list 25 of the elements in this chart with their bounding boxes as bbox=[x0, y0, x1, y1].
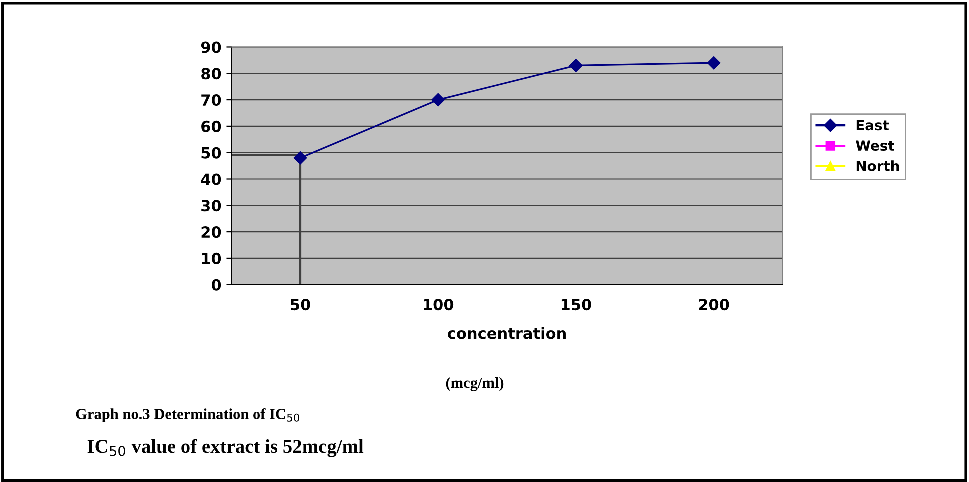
text: (mcg/ml) bbox=[446, 377, 504, 392]
x-tick-label: 50 bbox=[291, 299, 310, 311]
point bbox=[294, 152, 308, 165]
y-tick-label: 50 bbox=[202, 147, 222, 159]
legend-label: North bbox=[856, 160, 900, 172]
x-axis-title: concentration bbox=[448, 327, 566, 340]
x-tick-label: 100 bbox=[424, 299, 454, 311]
y-tick-label: 10 bbox=[202, 252, 222, 264]
y-tick-label: 80 bbox=[202, 68, 222, 80]
x-tick-label: 150 bbox=[562, 299, 592, 311]
legend-label: West bbox=[856, 140, 894, 152]
point bbox=[570, 59, 583, 72]
text: IC$_{50}$ value of extract is 52mcg/ml bbox=[88, 439, 364, 458]
y-tick-label: 30 bbox=[202, 200, 222, 212]
y-tick-label: 60 bbox=[202, 120, 222, 132]
y-tick-label: 70 bbox=[202, 94, 222, 106]
point bbox=[432, 93, 445, 107]
y-tick-label: 40 bbox=[201, 174, 222, 186]
text: Graph no.3 Determination of IC$_{50}$ bbox=[76, 408, 300, 423]
y-tick-label: 0 bbox=[212, 279, 222, 291]
y-tick-label: 90 bbox=[201, 42, 222, 54]
y-tick-label: 20 bbox=[202, 226, 222, 238]
legend-label: East bbox=[856, 120, 890, 131]
x-tick-label: 200 bbox=[699, 299, 730, 311]
point bbox=[707, 56, 721, 70]
